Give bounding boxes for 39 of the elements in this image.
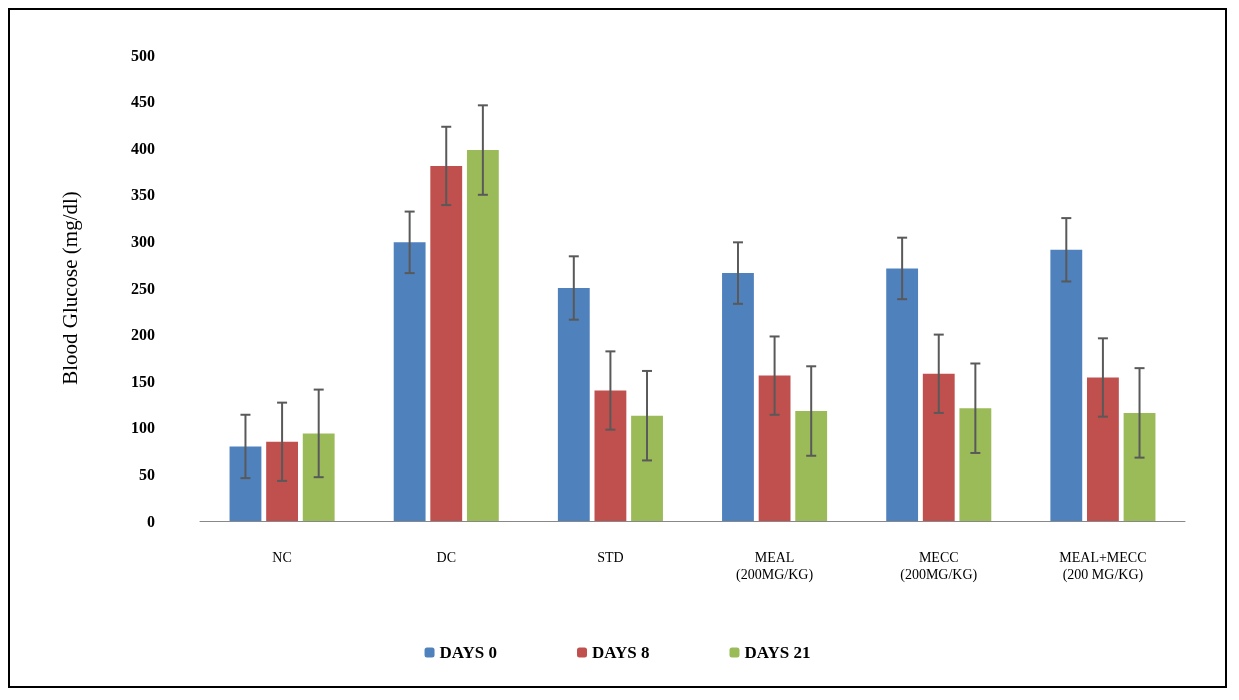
y-tick-label: 50	[139, 465, 155, 483]
y-tick-label: 0	[147, 512, 155, 530]
bar	[722, 273, 754, 521]
y-axis-title: Blood Glucose (mg/dl)	[57, 191, 82, 385]
bar	[430, 165, 463, 521]
legend-label: DAYS 8	[592, 643, 650, 662]
x-tick-label: MEAL+MECC (200 MG/KG)	[1059, 550, 1147, 583]
y-tick-label: 250	[131, 279, 155, 297]
bar	[302, 433, 335, 521]
legend-label: DAYS 0	[439, 643, 498, 662]
bar	[631, 415, 663, 521]
bar	[594, 390, 627, 521]
y-tick-label: 200	[131, 326, 155, 344]
bar	[466, 150, 499, 521]
bar	[393, 242, 426, 521]
bar	[1087, 377, 1119, 521]
y-tick-label: 450	[131, 93, 155, 111]
x-tick-label: DC	[436, 550, 456, 565]
bar	[959, 408, 992, 521]
bar	[557, 288, 590, 521]
bar	[922, 373, 955, 521]
bar	[229, 446, 262, 521]
x-tick-label: MEAL (200MG/KG)	[736, 550, 814, 583]
bar	[1050, 249, 1083, 521]
x-tick-label: STD	[597, 550, 624, 565]
y-tick-label: 350	[131, 186, 155, 204]
bar	[758, 375, 791, 521]
bar	[266, 441, 298, 521]
x-tick-label: NC	[272, 550, 292, 565]
legend-label: DAYS 21	[744, 643, 811, 662]
y-tick-label: 400	[131, 139, 155, 157]
bar	[795, 411, 828, 521]
y-tick-label: 100	[131, 419, 155, 437]
y-tick-label: 150	[131, 372, 155, 390]
y-tick-label: 500	[131, 46, 155, 64]
bar	[1123, 412, 1156, 521]
bar	[886, 268, 919, 521]
x-tick-label: MECC (200MG/KG)	[900, 550, 978, 583]
y-tick-label: 300	[131, 232, 155, 250]
